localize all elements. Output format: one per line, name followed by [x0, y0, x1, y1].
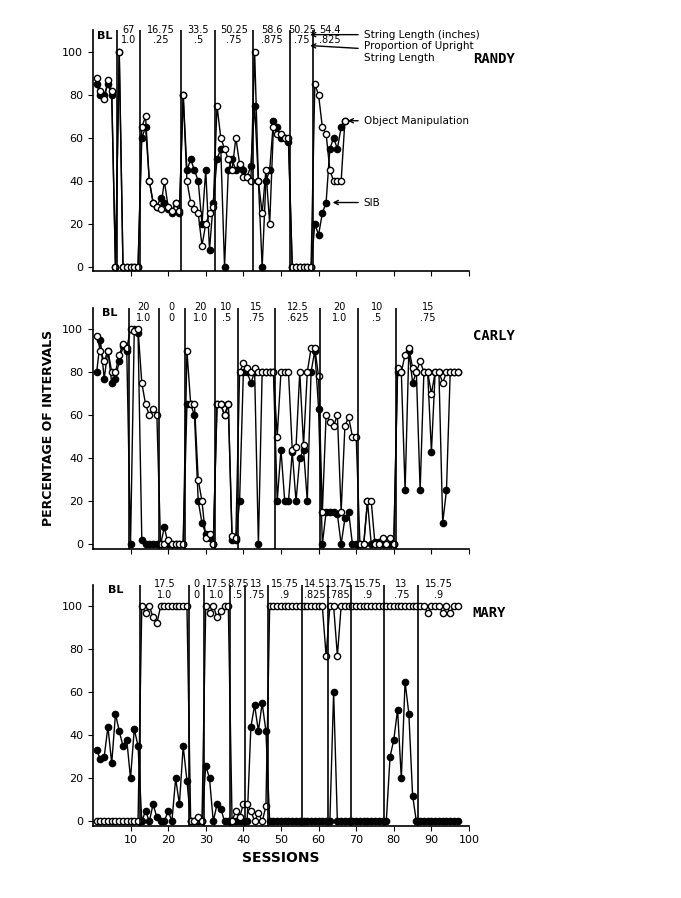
- Text: MARY: MARY: [473, 606, 506, 621]
- Text: 1.0: 1.0: [332, 313, 347, 322]
- Text: 20: 20: [194, 302, 206, 312]
- Text: .5: .5: [222, 313, 231, 322]
- Text: 33.5: 33.5: [187, 24, 209, 35]
- Text: 8.75: 8.75: [227, 579, 249, 589]
- X-axis label: SESSIONS: SESSIONS: [242, 851, 319, 865]
- Text: 1.0: 1.0: [121, 35, 136, 46]
- Text: 1.0: 1.0: [136, 313, 151, 322]
- Text: 0: 0: [169, 302, 175, 312]
- Text: RANDY: RANDY: [473, 52, 515, 66]
- Text: .9: .9: [363, 590, 372, 600]
- Text: 10: 10: [370, 302, 383, 312]
- Y-axis label: PERCENTAGE OF INTERVALS: PERCENTAGE OF INTERVALS: [42, 330, 55, 526]
- Text: CARLY: CARLY: [473, 329, 515, 343]
- Text: 16.75: 16.75: [146, 24, 174, 35]
- Text: 67: 67: [123, 24, 135, 35]
- Text: .5: .5: [233, 590, 242, 600]
- Text: 50.25: 50.25: [220, 24, 248, 35]
- Text: 0: 0: [193, 579, 200, 589]
- Text: .25: .25: [153, 35, 168, 46]
- Text: 0: 0: [169, 313, 175, 322]
- Text: 0: 0: [193, 590, 200, 600]
- Text: 1.0: 1.0: [157, 590, 172, 600]
- Text: 15: 15: [422, 302, 434, 312]
- Text: .825: .825: [319, 35, 340, 46]
- Text: 13.75: 13.75: [326, 579, 353, 589]
- Text: BL: BL: [108, 585, 123, 595]
- Text: .625: .625: [287, 313, 308, 322]
- Text: 1.0: 1.0: [193, 313, 208, 322]
- Text: SIB: SIB: [334, 198, 381, 207]
- Text: .75: .75: [394, 590, 409, 600]
- Text: 14.5: 14.5: [304, 579, 326, 589]
- Text: .75: .75: [249, 313, 264, 322]
- Text: 54.4: 54.4: [319, 24, 340, 35]
- Text: 50.25: 50.25: [287, 24, 315, 35]
- Text: BL: BL: [102, 308, 118, 318]
- Text: Object Manipulation: Object Manipulation: [349, 116, 469, 126]
- Text: .9: .9: [280, 590, 289, 600]
- Text: 15.75: 15.75: [271, 579, 299, 589]
- Text: .75: .75: [420, 313, 435, 322]
- Text: .75: .75: [249, 590, 264, 600]
- Text: 15: 15: [251, 302, 263, 312]
- Text: 12.5: 12.5: [287, 302, 308, 312]
- Text: .785: .785: [328, 590, 350, 600]
- Text: .825: .825: [304, 590, 326, 600]
- Text: 10: 10: [221, 302, 232, 312]
- Text: 15.75: 15.75: [425, 579, 453, 589]
- Text: 17.5: 17.5: [153, 579, 175, 589]
- Text: .5: .5: [373, 313, 381, 322]
- Text: 13: 13: [395, 579, 407, 589]
- Text: 20: 20: [138, 302, 150, 312]
- Text: .5: .5: [193, 35, 203, 46]
- Text: .75: .75: [226, 35, 242, 46]
- Text: .75: .75: [294, 35, 309, 46]
- Text: 17.5: 17.5: [206, 579, 228, 589]
- Text: .9: .9: [434, 590, 443, 600]
- Text: .875: .875: [261, 35, 283, 46]
- Text: 15.75: 15.75: [353, 579, 381, 589]
- Text: 1.0: 1.0: [209, 590, 225, 600]
- Text: String Length (inches): String Length (inches): [312, 30, 479, 40]
- Text: 20: 20: [333, 302, 345, 312]
- Text: Proportion of Upright
String Length: Proportion of Upright String Length: [312, 41, 473, 63]
- Text: 58.6: 58.6: [261, 24, 283, 35]
- Text: BL: BL: [97, 31, 112, 41]
- Text: 13: 13: [251, 579, 263, 589]
